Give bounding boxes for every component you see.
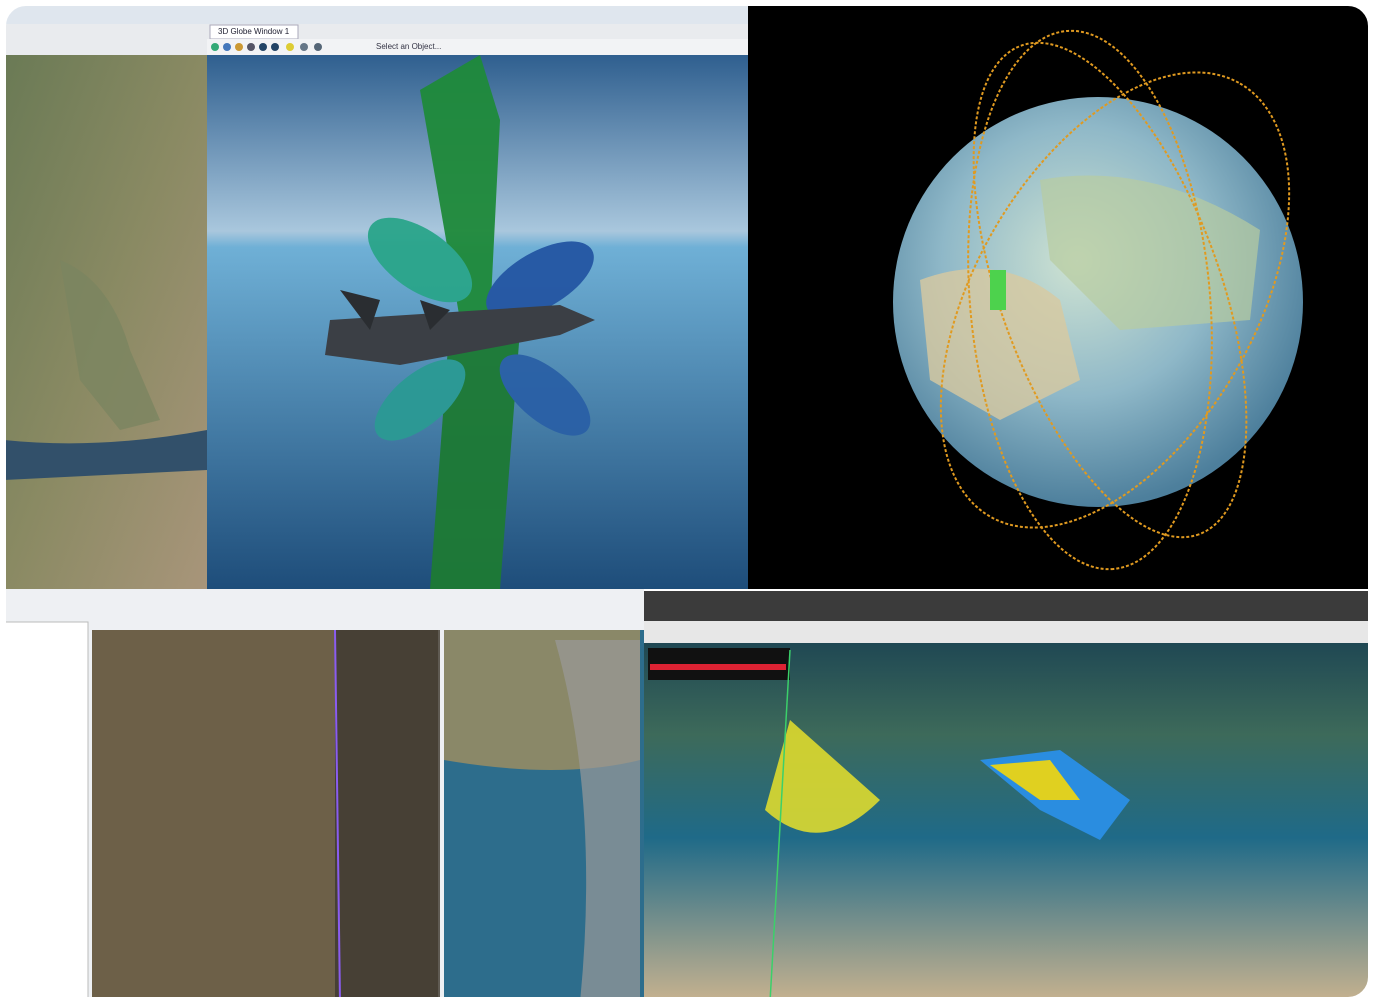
- shape: [374, 359, 466, 441]
- shape: [223, 43, 231, 51]
- shape: [967, 29, 1213, 571]
- toolbar: [207, 39, 748, 55]
- night-side: [335, 630, 440, 999]
- shape: [300, 43, 308, 51]
- shape: [972, 41, 1248, 539]
- shape: [367, 217, 473, 303]
- legend-bar: [650, 664, 786, 670]
- africa: [920, 268, 1080, 420]
- shape: [211, 43, 219, 51]
- toolbar-br: [644, 621, 1370, 643]
- aircraft-tail: [340, 290, 450, 330]
- shape: [499, 354, 591, 436]
- status-bar: [4, 4, 748, 24]
- shape: [314, 43, 322, 51]
- panels: 3D Globe Window 1 Select an Object...: [4, 4, 1370, 999]
- heatmap-hot: [990, 760, 1080, 800]
- shape: [259, 43, 267, 51]
- shape: [286, 43, 294, 51]
- orbits: [939, 29, 1291, 571]
- sensor-cone: [765, 720, 880, 833]
- coverage: [990, 270, 1006, 310]
- shape: [235, 43, 243, 51]
- shape: [486, 241, 594, 319]
- eurasia: [1040, 175, 1260, 330]
- shape: [420, 55, 500, 320]
- object-tree: [4, 621, 89, 999]
- track: [769, 649, 791, 999]
- sea: [4, 430, 207, 480]
- shape: [939, 71, 1291, 529]
- ground-track: [334, 629, 341, 999]
- shape: [271, 43, 279, 51]
- shape: [247, 43, 255, 51]
- antenna-pattern: [367, 55, 594, 589]
- object-selector: Select an Object...: [376, 42, 441, 51]
- title-bar: [644, 591, 1370, 621]
- shadow: [555, 640, 640, 999]
- land: [60, 260, 160, 430]
- toolbar-icons: [211, 43, 322, 51]
- aircraft: [325, 305, 595, 365]
- tab-title: 3D Globe Window 1: [218, 27, 290, 36]
